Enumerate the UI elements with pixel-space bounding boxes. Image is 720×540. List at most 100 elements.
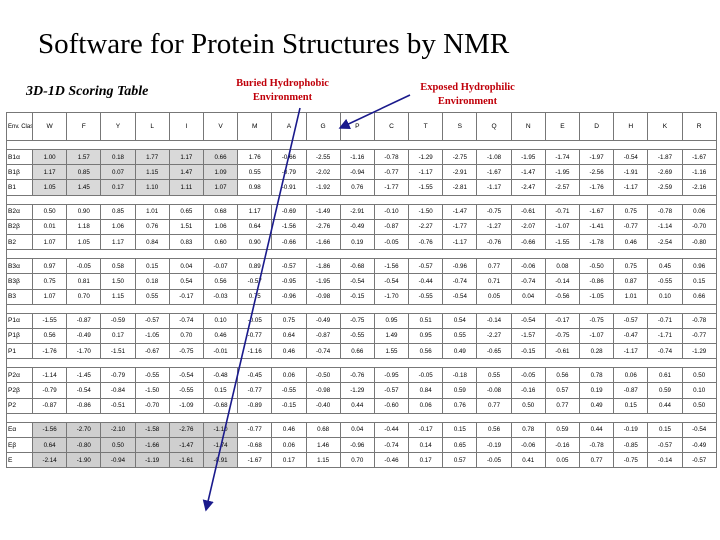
score-cell: -1.19 (134, 452, 170, 469)
score-cell: 0.75 (31, 273, 68, 290)
score-cell: 0.70 (168, 327, 204, 345)
score-cell: 1.09 (202, 164, 239, 181)
score-cell: -1.56 (373, 258, 410, 275)
score-cell: 0.87 (613, 273, 649, 290)
score-cell: -2.02 (305, 164, 341, 181)
score-cell: 0.54 (442, 312, 478, 329)
score-cell: 1.45 (66, 179, 102, 196)
column-header-f: F (66, 112, 102, 141)
score-cell: -0.59 (100, 312, 136, 329)
score-cell: -2.57 (544, 179, 581, 196)
score-cell: 1.77 (134, 148, 170, 166)
score-cell: 0.44 (578, 421, 615, 439)
score-cell: 0.66 (202, 148, 239, 166)
score-cell: -0.16 (510, 382, 546, 399)
score-cell: -0.54 (168, 367, 204, 384)
score-cell: -0.75 (168, 343, 204, 360)
score-cell: -0.50 (305, 367, 341, 384)
score-cell: 0.50 (510, 397, 546, 414)
group-spacer-cell (6, 249, 717, 260)
score-cell: 0.15 (442, 421, 478, 439)
score-cell: 0.66 (339, 343, 375, 360)
score-cell: -0.14 (476, 312, 512, 329)
score-cell: 0.51 (408, 312, 444, 329)
column-header-v: V (202, 112, 239, 141)
table-row: B1β 1.17 0.85 0.07 1.15 1.47 1.09 0.55 -0.79 -2.0… (6, 164, 717, 181)
env-class-label: B2α (6, 203, 33, 220)
score-cell: -0.55 (408, 288, 444, 305)
score-cell: 0.10 (202, 312, 239, 329)
score-cell: -0.05 (476, 452, 512, 469)
score-cell: -1.07 (544, 218, 581, 235)
score-cell: -2.59 (647, 179, 683, 196)
score-cell: -0.55 (134, 367, 170, 384)
score-cell: 0.97 (31, 258, 68, 275)
score-cell: -0.57 (681, 452, 717, 469)
score-cell: 0.78 (578, 367, 615, 384)
column-header-e: E (544, 112, 581, 141)
score-cell: -0.78 (578, 436, 615, 454)
score-cell: -2.91 (442, 164, 478, 181)
score-cell: 1.07 (31, 233, 68, 251)
score-cell: -1.17 (613, 343, 649, 360)
score-cell: -1.29 (408, 148, 444, 166)
column-header-t: T (408, 112, 444, 141)
score-cell: 0.90 (66, 203, 102, 220)
score-cell: 0.56 (408, 343, 444, 360)
env-class-header: Env. Class (6, 112, 33, 141)
score-cell: 0.50 (681, 397, 717, 414)
score-cell: -0.01 (202, 343, 239, 360)
score-cell: -0.78 (647, 203, 683, 220)
score-cell: -0.71 (544, 203, 581, 220)
score-cell: 0.76 (339, 179, 375, 196)
score-cell: 0.10 (681, 382, 717, 399)
score-cell: -0.98 (305, 382, 341, 399)
column-header-r: R (681, 112, 717, 141)
table-row: E -2.14 -1.90 -0.94 -1.19 -1.61 -0.91 -1.67 0.17… (6, 452, 717, 469)
score-cell: 0.75 (237, 288, 273, 305)
score-cell: -2.07 (510, 218, 546, 235)
score-cell: 1.17 (168, 148, 204, 166)
score-cell: 0.59 (544, 421, 581, 439)
score-cell: -1.09 (168, 397, 204, 414)
group-spacer (6, 358, 717, 369)
group-spacer-cell (6, 303, 717, 314)
score-cell: 1.47 (168, 164, 204, 181)
score-cell: 0.44 (339, 397, 375, 414)
score-cell: -0.54 (66, 382, 102, 399)
table-row: B1 1.05 1.45 0.17 1.10 1.11 1.07 0.98 -0.91 -1.92… (6, 179, 717, 196)
score-cell: -1.55 (31, 312, 68, 329)
score-cell: -0.61 (510, 203, 546, 220)
column-header-a: A (271, 112, 307, 141)
score-cell: -1.47 (168, 436, 204, 454)
score-cell: -1.47 (510, 164, 546, 181)
score-cell: 0.75 (613, 203, 649, 220)
score-cell: 1.57 (66, 148, 102, 166)
table-row: P1β 0.56 -0.49 0.17 -1.05 0.70 0.46 -0.77 0.64 -0… (6, 327, 717, 345)
score-cell: 0.45 (647, 258, 683, 275)
score-cell: 1.46 (305, 436, 341, 454)
score-cell: -1.05 (134, 327, 170, 345)
score-cell: -0.06 (510, 258, 546, 275)
score-cell: -0.17 (408, 421, 444, 439)
score-cell: -0.05 (510, 367, 546, 384)
score-cell: 0.64 (271, 327, 307, 345)
score-cell: 0.85 (66, 164, 102, 181)
table-row: B2 1.07 1.05 1.17 0.84 0.83 0.60 0.90 -0.66 -1.66… (6, 233, 717, 251)
score-cell: -1.17 (408, 164, 444, 181)
score-cell: -0.70 (134, 397, 170, 414)
score-cell: 0.06 (271, 436, 307, 454)
score-cell: -0.45 (237, 367, 273, 384)
score-cell: 1.51 (168, 218, 204, 235)
score-cell: -0.79 (100, 367, 136, 384)
score-cell: 0.78 (510, 421, 546, 439)
score-cell: 0.83 (168, 233, 204, 251)
score-cell: -2.91 (339, 203, 375, 220)
score-cell: -1.61 (168, 452, 204, 469)
score-cell: 0.85 (100, 203, 136, 220)
score-cell: -0.78 (681, 312, 717, 329)
score-cell: 0.19 (339, 233, 375, 251)
score-cell: -1.67 (237, 452, 273, 469)
